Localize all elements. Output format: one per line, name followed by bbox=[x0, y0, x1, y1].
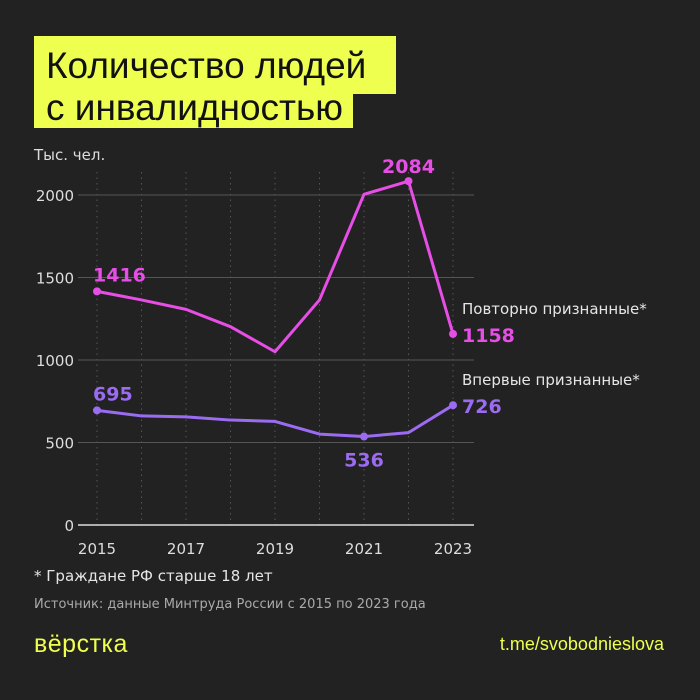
title-line-1: Количество людей bbox=[34, 36, 396, 94]
data-label: 726 bbox=[462, 396, 502, 418]
data-label: 1158 bbox=[462, 325, 515, 347]
data-point bbox=[449, 401, 457, 410]
series-line bbox=[96, 403, 454, 439]
y-tick-label: 0 bbox=[64, 517, 74, 535]
channel-link[interactable]: t.me/svobodnieslova bbox=[499, 634, 664, 654]
y-tick-label: 2000 bbox=[36, 187, 74, 205]
logo: вёрстка bbox=[34, 630, 128, 658]
data-label: 536 bbox=[344, 450, 384, 472]
data-point bbox=[93, 406, 101, 415]
y-tick-label: 1000 bbox=[36, 352, 74, 370]
data-label: 695 bbox=[93, 383, 133, 405]
y-axis-label: Тыс. чел. bbox=[34, 146, 106, 164]
source: Источник: данные Минтруда России с 2015 … bbox=[34, 597, 426, 612]
series-line bbox=[96, 179, 455, 354]
y-tick-label: 1500 bbox=[36, 270, 74, 288]
title-line-2: с инвалидностью bbox=[34, 89, 354, 128]
data-label: 1416 bbox=[93, 264, 146, 286]
x-tick-label: 2017 bbox=[167, 540, 205, 558]
x-tick-label: 2021 bbox=[345, 540, 383, 558]
data-point bbox=[449, 329, 457, 338]
data-label: 2084 bbox=[382, 156, 435, 178]
footnote: * Граждане РФ старше 18 лет bbox=[34, 567, 273, 585]
x-tick-label: 2015 bbox=[78, 540, 116, 558]
series-name-label: Впервые признанные* bbox=[462, 371, 640, 389]
x-tick-label: 2019 bbox=[256, 540, 294, 558]
x-tick-label: 2023 bbox=[434, 540, 472, 558]
data-point bbox=[360, 432, 368, 441]
data-point bbox=[93, 287, 101, 296]
y-tick-label: 500 bbox=[45, 435, 74, 453]
series-name-label: Повторно признанные* bbox=[462, 300, 647, 318]
data-point bbox=[404, 177, 413, 186]
